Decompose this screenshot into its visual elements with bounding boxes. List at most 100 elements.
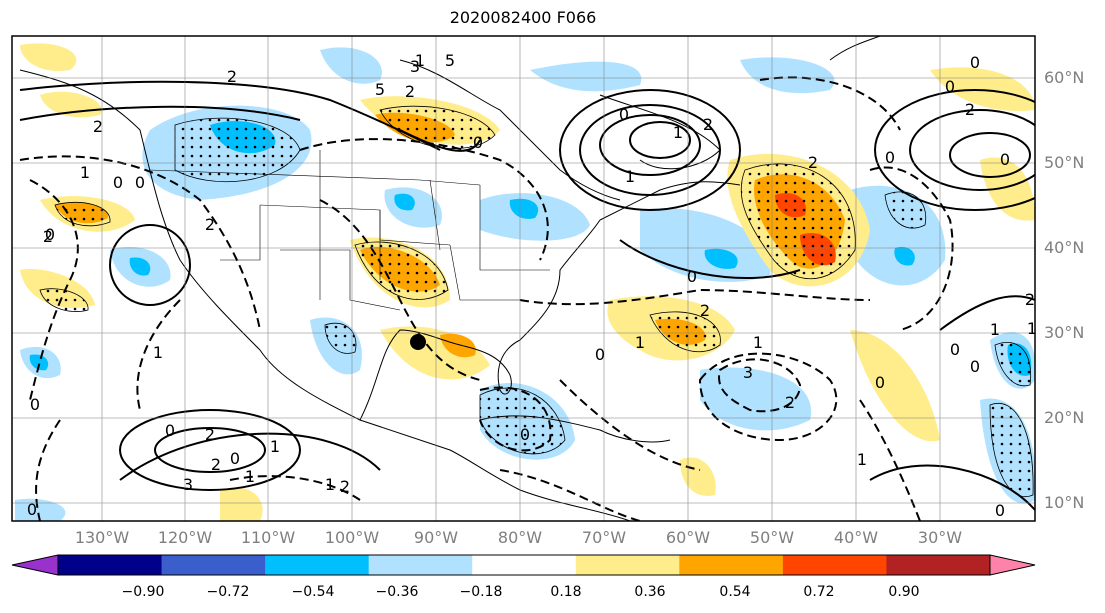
contour-label: 2: [405, 82, 415, 101]
contour-label: 2: [340, 477, 350, 496]
storm-center-dot: [410, 334, 426, 350]
colorbar-segment: [679, 555, 784, 575]
lon-label-110: 110°W: [240, 528, 296, 547]
contour-label: 3: [743, 363, 753, 382]
contour-label: 0: [687, 267, 697, 286]
contour-label: 1: [415, 51, 425, 70]
contour-label: 1: [270, 437, 280, 456]
colorbar-segment: [782, 555, 887, 575]
colorbar-segment: [886, 555, 991, 575]
contour-label: 1: [753, 333, 763, 352]
lon-label-50: 50°W: [749, 528, 795, 547]
contour-label: 1: [673, 123, 683, 142]
contour-label: 2: [1025, 290, 1035, 309]
contour-label: 3: [410, 57, 420, 76]
colorbar-segment: [265, 555, 370, 575]
contour-label: 5: [375, 80, 385, 99]
contour-label: 3: [183, 475, 193, 494]
colorbar-tick-4: −0.18: [459, 584, 503, 600]
contour-label: 2: [211, 455, 221, 474]
colorbar-frame: [57, 554, 991, 576]
contour-label: 1: [80, 163, 90, 182]
lat-label-50: 50°N: [1044, 153, 1085, 172]
lon-label-120: 120°W: [157, 528, 213, 547]
lat-label-30: 30°N: [1044, 323, 1085, 342]
colorbar-tick-2: −0.54: [291, 584, 335, 600]
lon-label-80: 80°W: [497, 528, 543, 547]
colorbar-segment: [472, 555, 577, 575]
colorbar-tick-7: 0.54: [719, 584, 751, 600]
contour-label: 0: [27, 500, 37, 519]
colorbar-tick-3: −0.36: [375, 584, 419, 600]
colorbar-tick-8: 0.72: [803, 584, 835, 600]
contour-label: 0: [1000, 150, 1010, 169]
contour-label: 2: [785, 393, 795, 412]
contour-label: 1: [990, 320, 1000, 339]
contour-label: 0: [520, 425, 530, 444]
contour-label: 1: [635, 333, 645, 352]
gridlines: [12, 36, 1035, 521]
contour-label: 0: [885, 148, 895, 167]
colorbar-extend-min: [11, 554, 59, 576]
contour-label: 0: [970, 53, 980, 72]
contour-label: 0: [45, 225, 55, 244]
lat-label-60: 60°N: [1044, 68, 1085, 87]
contour-label: 0: [113, 173, 123, 192]
lon-label-90: 90°W: [413, 528, 459, 547]
contour-label: 2: [808, 153, 818, 172]
lon-label-30: 30°W: [917, 528, 963, 547]
colorbar-tick-5: 0.18: [550, 584, 582, 600]
contour-label: 2: [227, 67, 237, 86]
contour-label: 2: [965, 100, 975, 119]
colorbar-segment: [575, 555, 680, 575]
colorbar-segment: [58, 555, 163, 575]
colorbar-tick-0: −0.90: [121, 584, 165, 600]
colorbar-segment: [161, 555, 266, 575]
contour-label: 1: [325, 475, 335, 494]
colorbar: [11, 554, 1036, 576]
lon-label-100: 100°W: [324, 528, 380, 547]
contour-label: 0: [165, 421, 175, 440]
figure-title: 2020082400 F066: [449, 8, 597, 27]
contour-label: 1: [1027, 319, 1037, 338]
colorbar-tick-6: 0.36: [634, 584, 666, 600]
contour-label: 2: [43, 227, 53, 246]
lat-label-20: 20°N: [1044, 408, 1085, 427]
state-borders: [149, 150, 550, 311]
lon-label-60: 60°W: [665, 528, 711, 547]
significance-stippling: [39, 105, 1034, 497]
contour-label: 0: [135, 173, 145, 192]
contour-label: 2: [205, 425, 215, 444]
contour-label: 0: [945, 77, 955, 96]
contour-label: 1: [625, 167, 635, 186]
colorbar-tick-9: 0.90: [888, 584, 920, 600]
contour-label: 0: [995, 501, 1005, 520]
contour-label: 0: [473, 133, 483, 152]
colorbar-tick-1: −0.72: [206, 584, 250, 600]
contour-label: 1: [857, 450, 867, 469]
lon-label-40: 40°W: [833, 528, 879, 547]
lat-label-10: 10°N: [1044, 493, 1085, 512]
contour-label: 5: [445, 51, 455, 70]
contour-label: 2: [93, 117, 103, 136]
contour-label: 0: [230, 449, 240, 468]
contour-label: 0: [619, 105, 629, 124]
contour-label: 0: [875, 373, 885, 392]
contour-label: 0: [970, 357, 980, 376]
colorbar-extend-max: [989, 554, 1036, 576]
contour-label: 2: [700, 301, 710, 320]
contour-label: 0: [950, 340, 960, 359]
contour-label: 2: [703, 115, 713, 134]
contour-label: 0: [30, 395, 40, 414]
contour-label: 0: [595, 345, 605, 364]
lat-label-40: 40°N: [1044, 238, 1085, 257]
lon-label-70: 70°W: [581, 528, 627, 547]
colorbar-segment: [368, 555, 473, 575]
contour-label: 1: [245, 467, 255, 486]
positive-contours: [19, 80, 1035, 511]
contour-label: 2: [205, 215, 215, 234]
map-frame: [11, 35, 1036, 522]
contour-label: 1: [153, 343, 163, 362]
